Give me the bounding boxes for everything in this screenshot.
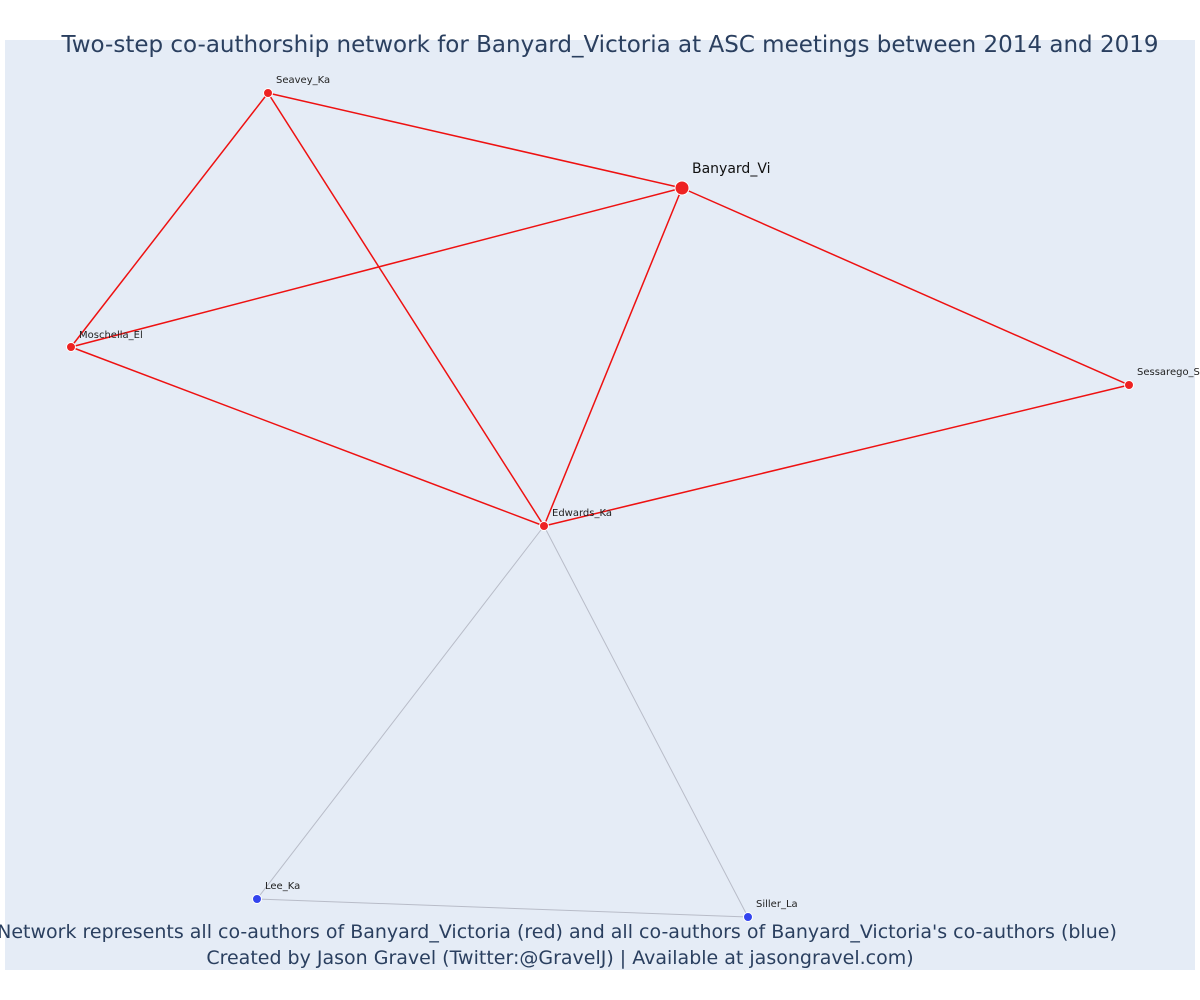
edge-Seavey_Ka-Banyard_Vi (267, 92, 683, 189)
labels-layer: Banyard_Vi Seavey_Ka Moschella_El Sessarego… (79, 75, 1200, 910)
nodes-layer (66, 88, 1134, 922)
edges-layer (70, 92, 1130, 918)
edge-Edwards_Ka-Siller_La (543, 525, 749, 918)
node-label-Lee_Ka: Lee_Ka (265, 881, 300, 892)
edge-Banyard_Vi-Sessarego_St (681, 187, 1130, 386)
node-label-Edwards_Ka: Edwards_Ka (552, 508, 612, 519)
node-Sessarego_St[interactable] (1124, 380, 1134, 390)
edge-Moschella_El-Edwards_Ka (70, 346, 545, 527)
plot-background (5, 40, 1195, 970)
edge-Edwards_Ka-Sessarego_St (543, 384, 1130, 527)
node-label-Siller_La: Siller_La (756, 899, 798, 910)
edge-Edwards_Ka-Lee_Ka (256, 525, 545, 900)
node-Edwards_Ka[interactable] (539, 521, 549, 531)
edge-Lee_Ka-Siller_La (256, 898, 749, 918)
edge-Moschella_El-Banyard_Vi (70, 187, 683, 348)
node-Siller_La[interactable] (743, 912, 753, 922)
diagram-title: Two-step co-authorship network for Banya… (60, 32, 1158, 58)
edge-Banyard_Vi-Edwards_Ka (543, 187, 683, 527)
node-Banyard_Vi[interactable] (674, 180, 690, 196)
node-label-Sessarego_St: Sessarego_St (1137, 367, 1200, 378)
node-label-Banyard_Vi: Banyard_Vi (692, 161, 770, 177)
node-Moschella_El[interactable] (66, 342, 76, 352)
edge-Seavey_Ka-Edwards_Ka (267, 92, 545, 527)
edge-Seavey_Ka-Moschella_El (70, 92, 269, 348)
node-Lee_Ka[interactable] (252, 894, 262, 904)
caption-line-1: Network represents all co-authors of Ban… (0, 921, 1117, 943)
node-label-Moschella_El: Moschella_El (79, 330, 143, 341)
caption-line-2: Created by Jason Gravel (Twitter:@Gravel… (206, 947, 913, 969)
node-label-Seavey_Ka: Seavey_Ka (276, 75, 330, 86)
node-Seavey_Ka[interactable] (263, 88, 273, 98)
